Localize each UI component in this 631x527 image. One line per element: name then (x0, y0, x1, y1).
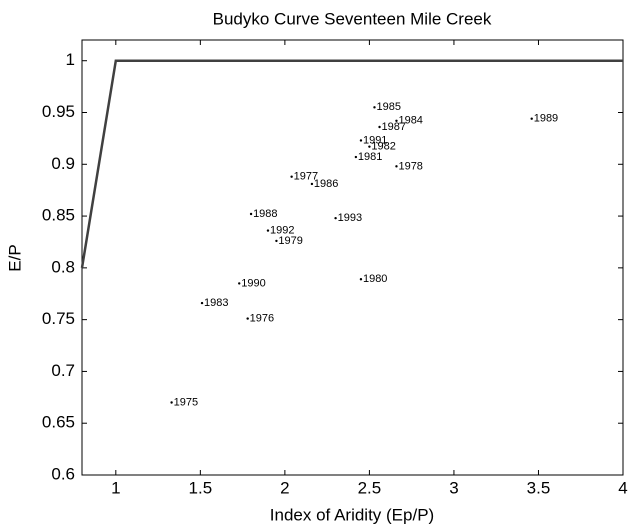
point-label: 1988 (253, 208, 277, 220)
y-tick-label: 0.9 (51, 154, 75, 173)
y-tick-label: 0.7 (51, 361, 75, 380)
y-axis-label: E/P (5, 244, 24, 271)
x-tick-label: 2.5 (358, 478, 382, 497)
point (238, 282, 241, 285)
point (334, 216, 337, 220)
point (266, 229, 270, 232)
point-label: 1982 (371, 141, 395, 153)
point (249, 212, 253, 216)
x-axis-label: Index of Aridity (Ep/P) (270, 505, 434, 524)
point (170, 401, 173, 404)
point (290, 175, 293, 178)
y-tick-label: 0.75 (42, 309, 75, 328)
point (246, 317, 249, 320)
y-tick-label: 0.6 (51, 464, 75, 483)
x-tick-label: 1 (111, 478, 120, 497)
point-label: 1977 (294, 171, 318, 183)
point (359, 139, 363, 142)
point-label: 1987 (382, 121, 406, 133)
x-tick-label: 3.5 (527, 478, 551, 497)
point-label: 1979 (278, 235, 302, 247)
y-tick-label: 0.65 (42, 413, 75, 432)
y-tick-label: 1 (66, 50, 75, 69)
point-label: 1986 (314, 178, 338, 190)
x-tick-label: 2 (280, 478, 289, 497)
point-label: 1989 (534, 113, 558, 125)
point (200, 301, 204, 305)
point-label: 1978 (398, 160, 422, 172)
point (530, 117, 533, 120)
x-tick-label: 3 (449, 478, 458, 497)
point-label: 1993 (338, 212, 362, 224)
point (373, 106, 376, 109)
point (310, 182, 314, 186)
point-label: 1976 (250, 313, 274, 325)
point-label: 1983 (204, 297, 228, 309)
point-label: 1980 (363, 273, 387, 285)
point-label: 1992 (270, 224, 294, 236)
chart-title: Budyko Curve Seventeen Mile Creek (213, 9, 492, 28)
point-label: 1984 (398, 115, 422, 127)
point (395, 119, 398, 122)
y-tick-label: 0.8 (51, 257, 75, 276)
x-tick-label: 1.5 (189, 478, 213, 497)
point (275, 239, 278, 243)
point-label: 1990 (241, 277, 265, 289)
point (354, 155, 358, 159)
point-label: 1975 (174, 396, 198, 408)
point (368, 145, 371, 148)
point (395, 165, 398, 168)
point-label: 1981 (358, 151, 382, 163)
x-tick-label: 4 (618, 478, 627, 497)
y-tick-label: 0.85 (42, 206, 75, 225)
point-label: 1985 (376, 101, 400, 113)
point (359, 278, 363, 281)
point-label: 1991 (363, 134, 387, 146)
budyko-curve (80, 59, 623, 269)
y-tick-label: 0.95 (42, 102, 75, 121)
point (378, 125, 381, 129)
plot-area (81, 39, 624, 476)
